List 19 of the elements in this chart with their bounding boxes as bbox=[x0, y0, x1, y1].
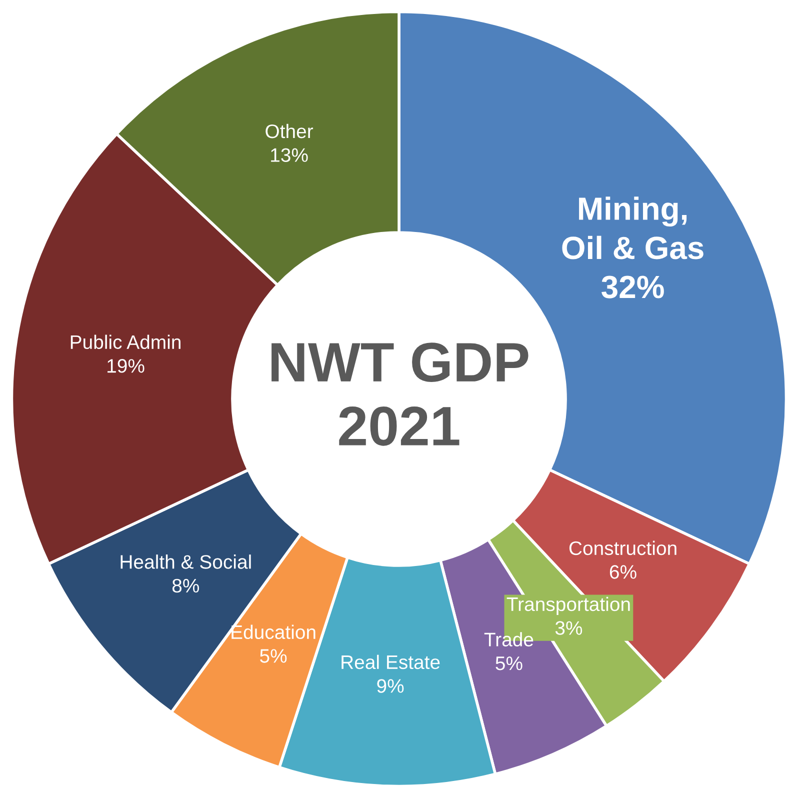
slice-label: Trade bbox=[484, 632, 534, 646]
data-label: 5% bbox=[496, 656, 522, 670]
data-label: 5% bbox=[260, 649, 287, 663]
data-label: 13% bbox=[271, 148, 308, 162]
data-label: 9% bbox=[377, 679, 404, 693]
data-label: 3% bbox=[555, 621, 582, 635]
data-label: 32% bbox=[602, 276, 664, 298]
slice-label: Mining, Oil & Gas bbox=[562, 196, 704, 260]
slice-label: Health & Social bbox=[120, 554, 251, 569]
slice-label: Other bbox=[266, 124, 314, 138]
data-label: 19% bbox=[108, 359, 144, 373]
slice-label: Construction bbox=[569, 540, 676, 556]
slice-label: Real Estate bbox=[342, 654, 440, 670]
data-label: 8% bbox=[172, 578, 200, 593]
text: NWT GDP 2021 bbox=[272, 342, 528, 446]
slice-label: Education bbox=[232, 624, 316, 640]
slice-label: Public Admin bbox=[70, 334, 180, 350]
slice-label: Transportation bbox=[506, 596, 630, 615]
data-label: 6% bbox=[610, 565, 636, 579]
